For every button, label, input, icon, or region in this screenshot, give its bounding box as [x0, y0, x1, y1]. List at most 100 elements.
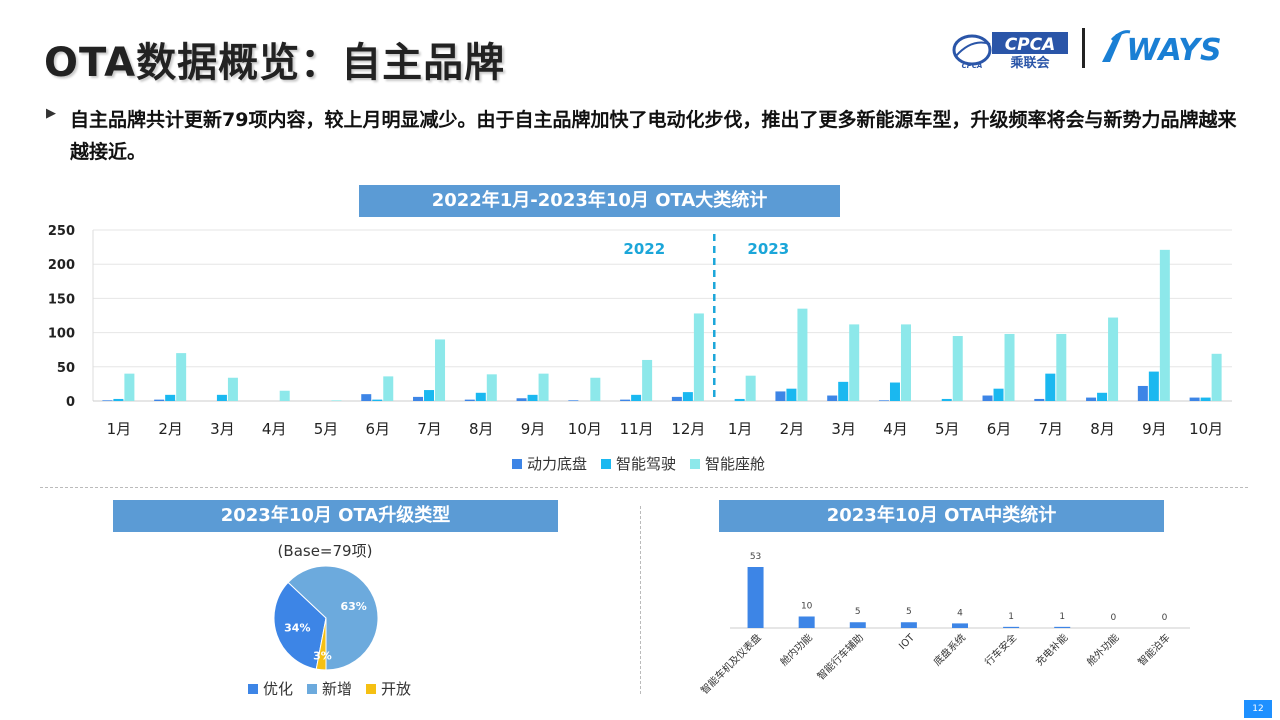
bar [568, 400, 579, 401]
ways-logo: WAYS [1102, 30, 1222, 68]
legend-swatch [366, 683, 377, 694]
x-tick-label: 11月 [620, 420, 654, 438]
y-tick-label: 200 [48, 258, 75, 273]
x-tick-label: 1月 [728, 420, 753, 438]
y-tick-label: 250 [48, 224, 75, 239]
bar [527, 394, 538, 401]
bar [797, 308, 808, 401]
bar [176, 353, 187, 401]
sub-category-bar-chart: 53 智能车机及仪表盘 10 舱内功能 5 智能行车辅助 5 IOT 4 底盘系统 1 行车安全 1 充电… [700, 552, 1190, 697]
y-tick-label: 0 [66, 395, 75, 410]
data-label: 53 [750, 552, 761, 562]
cpca-logo-text: CPCA [1005, 35, 1056, 55]
bar [827, 395, 838, 401]
bar [747, 567, 764, 628]
bar [486, 374, 497, 401]
legend-label: 优化 [263, 680, 294, 698]
legend-item: 智能驾驶 [601, 453, 676, 474]
x-tick-label: 行车安全 [982, 631, 1019, 668]
legend-item: 智能座舱 [690, 453, 765, 474]
bar [124, 373, 135, 401]
bar [590, 377, 601, 401]
data-label: 0 [1162, 613, 1168, 623]
bar [1200, 397, 1211, 401]
y-tick-label: 50 [57, 361, 75, 376]
pie-chart-title: 2023年10月 OTA升级类型 [113, 500, 558, 532]
x-tick-label: 2月 [158, 420, 183, 438]
page-title: OTA数据概览：自主品牌 [44, 40, 506, 86]
pie-chart-legend: 优化 新增 开放 [248, 678, 411, 699]
year-label: 2023 [747, 240, 789, 258]
summary-text: 自主品牌共计更新79项内容，较上月明显减少。由于自主品牌加快了电动化步伐，推出了… [70, 109, 1237, 163]
x-tick-label: 10月 [568, 420, 602, 438]
data-label: 5 [855, 607, 861, 617]
pie-slice [287, 565, 379, 671]
bar [1045, 373, 1056, 401]
bar [786, 388, 797, 401]
data-label: 0 [1110, 613, 1116, 623]
bar [1056, 333, 1067, 401]
cpca-logo: CPCA 乘联会 CPCA [952, 32, 1068, 70]
bar [154, 399, 165, 401]
x-tick-label: 底盘系统 [931, 631, 968, 668]
bar [952, 336, 963, 401]
bar [113, 398, 124, 401]
data-label: 5 [906, 607, 912, 617]
x-tick-label: 5月 [935, 420, 960, 438]
bar [1097, 392, 1108, 401]
x-tick-label: 4月 [262, 420, 287, 438]
bar [279, 390, 290, 401]
bar [682, 392, 693, 401]
bar [372, 399, 383, 401]
bar [1108, 317, 1119, 401]
legend-label: 开放 [381, 680, 412, 698]
main-bar-chart: 0 50 100 150 200 250 1月 2月 3月 4月 5月 6月 7月 8月 9月 10月 11月 1… [48, 224, 1232, 438]
x-tick-label: 6月 [987, 420, 1012, 438]
logo-separator [1082, 28, 1085, 68]
bar [798, 616, 815, 628]
column-divider [640, 506, 641, 694]
bar [838, 381, 849, 401]
legend-label: 新增 [322, 680, 353, 698]
bar [900, 324, 911, 401]
bar [849, 324, 860, 401]
main-chart-title: 2022年1月-2023年10月 OTA大类统计 [359, 185, 840, 217]
x-tick-label: 2月 [780, 420, 805, 438]
legend-item: 开放 [366, 678, 411, 699]
x-tick-label: 9月 [521, 420, 546, 438]
legend-swatch [307, 683, 318, 694]
bar [849, 622, 866, 628]
x-tick-label: 4月 [883, 420, 908, 438]
x-tick-label: 舱内功能 [777, 631, 814, 668]
bar [1004, 333, 1015, 401]
ways-logo-text: WAYS [1126, 33, 1221, 68]
data-label: 10 [801, 601, 813, 611]
bar [516, 398, 527, 401]
x-tick-label: 7月 [417, 420, 442, 438]
bar [693, 313, 704, 401]
bar [1003, 626, 1020, 628]
x-tick-label: 9月 [1142, 420, 1167, 438]
x-tick-label: 舱外功能 [1084, 631, 1121, 668]
legend-label: 智能座舱 [705, 455, 766, 473]
legend-swatch [601, 458, 612, 469]
bar [671, 396, 682, 401]
x-tick-label: 1月 [107, 420, 132, 438]
bar [734, 398, 745, 401]
bar [1148, 371, 1159, 401]
bar [383, 376, 394, 401]
bar [1034, 398, 1045, 401]
x-tick-label: 智能行车辅助 [814, 631, 866, 683]
bar [745, 375, 756, 401]
bar [331, 400, 342, 401]
x-tick-label: 充电补能 [1033, 631, 1070, 668]
x-tick-label: 7月 [1039, 420, 1064, 438]
pie-slice [273, 581, 327, 670]
pie-slice [315, 617, 327, 671]
bar [993, 388, 1004, 401]
pie-base-note: (Base=79项) [277, 542, 373, 560]
x-tick-label: IOT [897, 632, 917, 652]
bar [165, 394, 176, 401]
legend-label: 动力底盘 [527, 455, 588, 473]
bar [1137, 385, 1148, 401]
